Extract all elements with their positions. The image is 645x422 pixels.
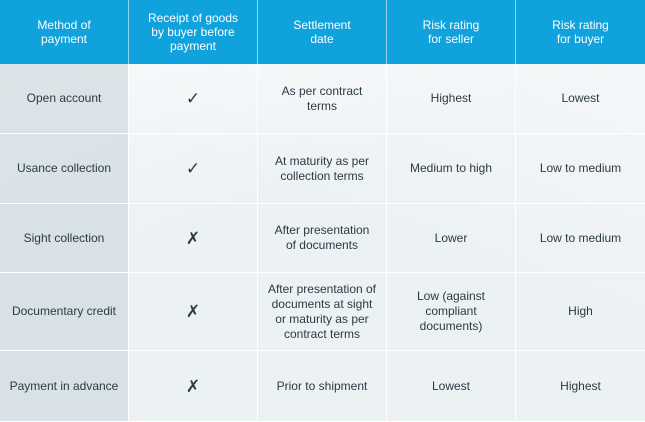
table-cell-settlement: After presentation of documents at sight…: [258, 273, 387, 351]
table-cell-risk-buyer: Low to medium: [516, 204, 645, 273]
table-cell-risk-buyer: Low to medium: [516, 134, 645, 204]
header-method: Method of payment: [0, 0, 129, 64]
header-receipt: Receipt of goods by buyer before payment: [129, 0, 258, 64]
cross-icon: ✗: [129, 273, 258, 351]
table-cell-settlement: As per contract terms: [258, 64, 387, 134]
table-cell-method: Open account: [0, 64, 129, 134]
header-risk-seller: Risk rating for seller: [387, 0, 516, 64]
cross-icon: ✗: [129, 351, 258, 422]
check-icon: ✓: [129, 134, 258, 204]
table-cell-risk-seller: Lowest: [387, 351, 516, 422]
table-cell-risk-seller: Lower: [387, 204, 516, 273]
table-cell-method: Sight collection: [0, 204, 129, 273]
table-cell-risk-seller: Low (against compliant documents): [387, 273, 516, 351]
table-cell-method: Usance collection: [0, 134, 129, 204]
table-cell-settlement: Prior to shipment: [258, 351, 387, 422]
header-risk-buyer: Risk rating for buyer: [516, 0, 645, 64]
table-cell-settlement: After presentation of documents: [258, 204, 387, 273]
table-cell-method: Documentary credit: [0, 273, 129, 351]
table-cell-risk-buyer: Lowest: [516, 64, 645, 134]
table-cell-settlement: At maturity as per collection terms: [258, 134, 387, 204]
check-icon: ✓: [129, 64, 258, 134]
table-cell-risk-seller: Medium to high: [387, 134, 516, 204]
table-cell-risk-seller: Highest: [387, 64, 516, 134]
table-cell-method: Payment in advance: [0, 351, 129, 422]
table-cell-risk-buyer: High: [516, 273, 645, 351]
header-settlement: Settlement date: [258, 0, 387, 64]
cross-icon: ✗: [129, 204, 258, 273]
table-cell-risk-buyer: Highest: [516, 351, 645, 422]
